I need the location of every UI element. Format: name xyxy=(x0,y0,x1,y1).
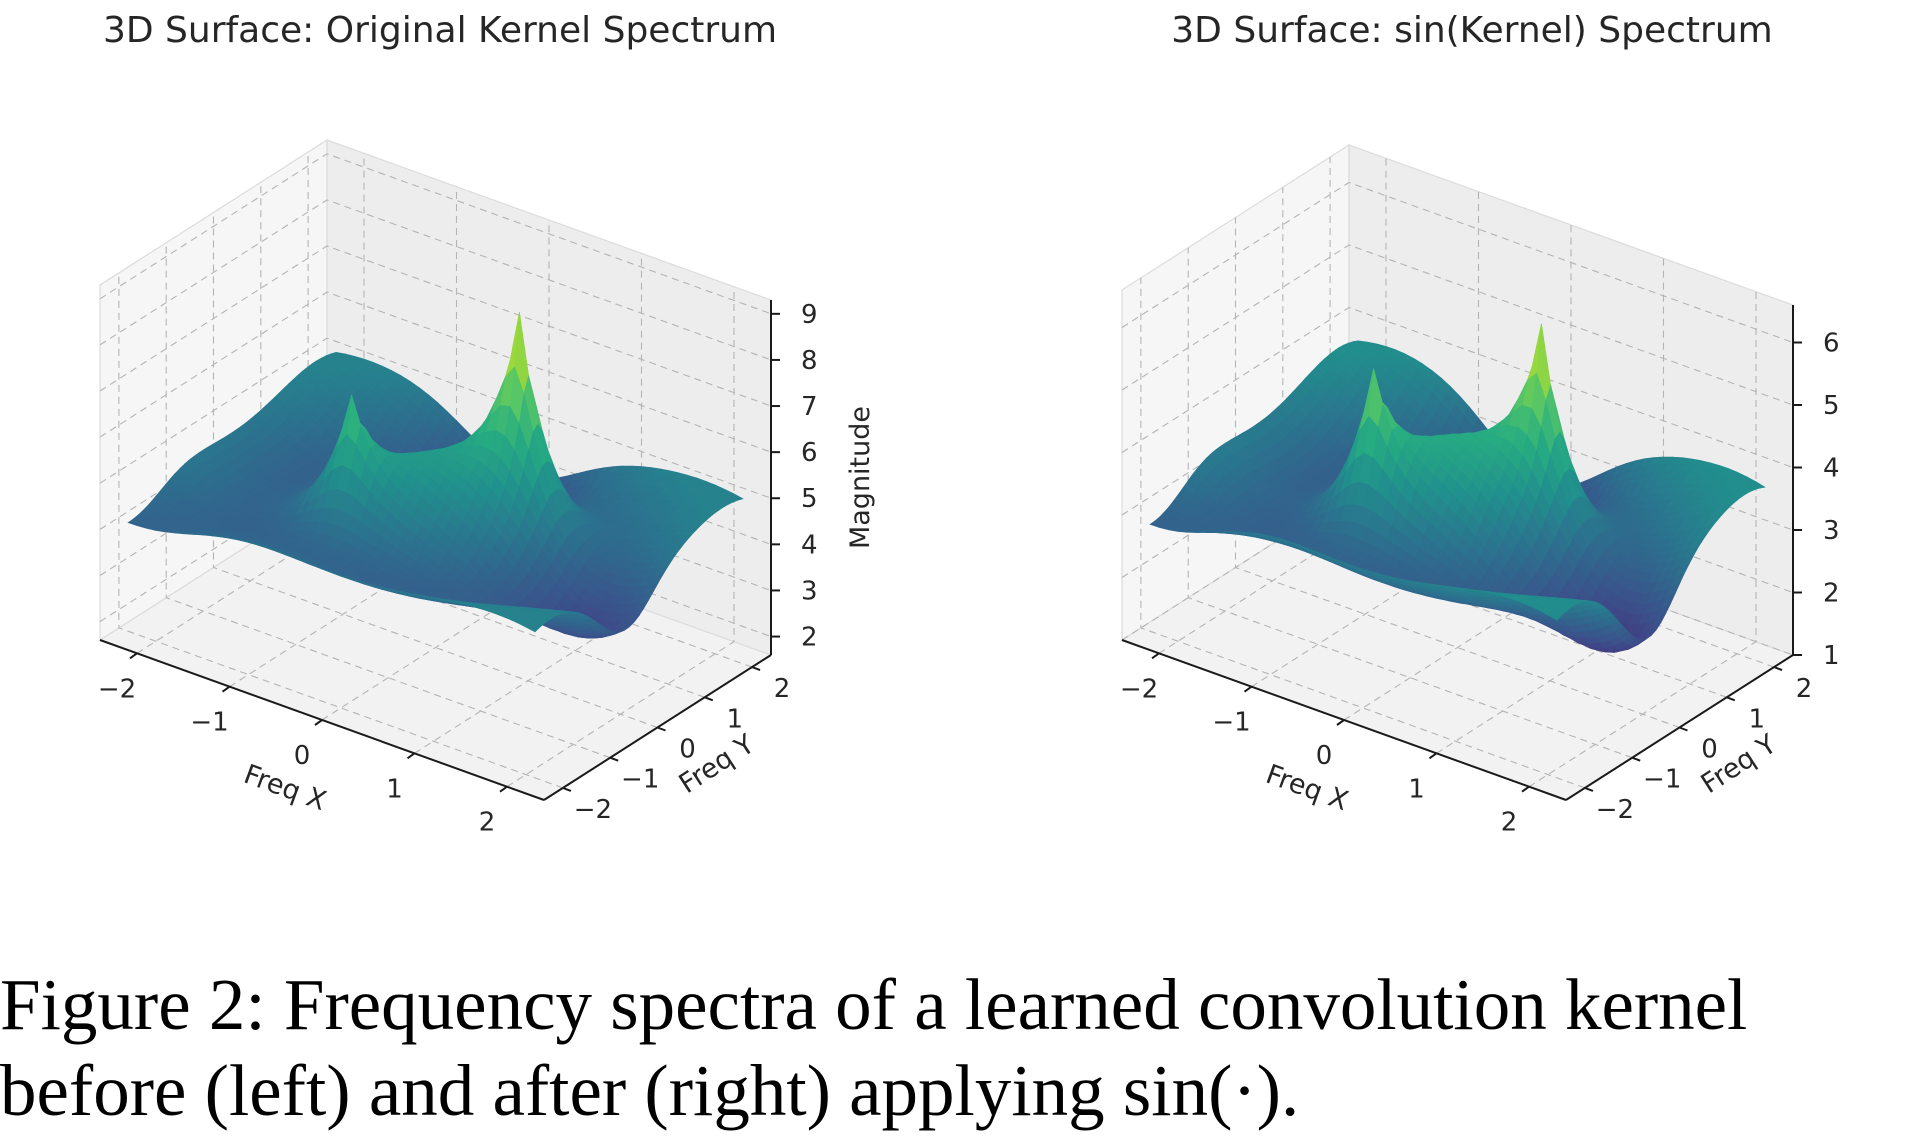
z-grid-line xyxy=(99,153,772,315)
y-tick-label: 1 xyxy=(727,704,744,734)
z-tick-label: 2 xyxy=(1823,579,1840,609)
y-tick-label: −2 xyxy=(574,795,612,825)
z-grid-line xyxy=(1121,244,1794,406)
z-tick-label: 3 xyxy=(1823,516,1840,546)
x-tick-label: 2 xyxy=(479,808,496,838)
z-tick-label: 1 xyxy=(1823,641,1840,671)
x-tick-mark xyxy=(221,685,231,693)
z-tick-label: 4 xyxy=(1823,454,1840,484)
x-axis-title: Freq X xyxy=(1262,759,1352,817)
y-tick-label: −2 xyxy=(1596,795,1634,825)
y-tick-mark xyxy=(609,756,619,762)
surface-facet xyxy=(1547,609,1563,621)
x-tick-label: 1 xyxy=(386,774,403,804)
y-tick-mark xyxy=(1679,726,1688,732)
y-grid-line xyxy=(165,242,611,759)
z-tick-label: 8 xyxy=(801,346,818,376)
x-tick-label: −1 xyxy=(1212,708,1250,738)
z-axis-title: Magnitude xyxy=(845,406,876,549)
x-tick-label: −2 xyxy=(1120,674,1158,704)
chart-original-kernel-spectrum: 3D Surface: Original Kernel Spectrum −2 −1… xyxy=(98,10,876,838)
z-tick-label: 5 xyxy=(801,484,818,514)
y-tick-mark xyxy=(1584,786,1594,792)
surface-mesh xyxy=(127,312,744,639)
x-tick-mark xyxy=(129,652,138,660)
z-tick-label: 3 xyxy=(801,576,818,606)
y-tick-mark xyxy=(704,696,714,702)
y-grid-line xyxy=(212,212,658,729)
x-axis-title: Freq X xyxy=(240,759,330,817)
y-tick-mark xyxy=(1631,756,1641,762)
y-tick-mark xyxy=(751,666,761,672)
surface-facet xyxy=(525,622,541,633)
chart-title: 3D Surface: sin(Kernel) Spectrum xyxy=(1171,10,1772,51)
x-tick-mark xyxy=(499,785,508,793)
y-tick-label: 0 xyxy=(1701,735,1718,765)
z-tick-label: 4 xyxy=(801,530,818,560)
y-tick-mark xyxy=(1773,666,1783,672)
figure-caption-line-2: before (left) and after (right) applying… xyxy=(0,1050,1300,1131)
x-tick-mark xyxy=(1243,685,1253,693)
x-tick-label: 1 xyxy=(1408,774,1425,804)
y-tick-mark xyxy=(562,786,572,792)
x-tick-mark xyxy=(1428,752,1438,760)
x-tick-label: −1 xyxy=(190,708,228,738)
z-grid-line xyxy=(1121,181,1794,344)
x-grid-line xyxy=(506,286,735,788)
z-tick-label: 9 xyxy=(801,300,818,330)
z-grid-line xyxy=(99,291,772,453)
y-tick-label: 0 xyxy=(679,735,696,765)
y-tick-label: 1 xyxy=(1749,704,1766,734)
y-tick-mark xyxy=(1726,696,1736,702)
x-tick-mark xyxy=(314,719,323,726)
z-tick-label: 6 xyxy=(801,438,818,468)
z-grid-line xyxy=(1121,306,1794,469)
y-tick-label: 2 xyxy=(1796,674,1813,704)
z-grid-line xyxy=(99,337,772,499)
z-tick-label: 5 xyxy=(1823,391,1840,421)
surface-mesh xyxy=(1149,323,1766,653)
z-grid-line xyxy=(99,199,772,361)
z-tick-label: 2 xyxy=(801,623,818,653)
x-tick-label: 2 xyxy=(1501,808,1518,838)
z-tick-label: 6 xyxy=(1823,329,1840,359)
figure-caption-line-1: Figure 2: Frequency spectra of a learned… xyxy=(0,964,1748,1045)
x-tick-mark xyxy=(1151,652,1160,660)
y-tick-label: −1 xyxy=(621,765,659,795)
z-grid-line xyxy=(99,245,772,407)
y-grid-line xyxy=(118,272,564,789)
y-tick-mark xyxy=(657,726,666,732)
x-tick-mark xyxy=(406,752,416,760)
x-tick-mark xyxy=(1521,785,1530,793)
y-tick-label: 2 xyxy=(774,674,791,704)
z-tick-label: 7 xyxy=(801,392,818,422)
y-tick-label: −1 xyxy=(1643,765,1681,795)
chart-sin-kernel-spectrum: 3D Surface: sin(Kernel) Spectrum−2−1012−… xyxy=(1120,10,1840,838)
x-tick-mark xyxy=(1336,719,1345,726)
x-tick-label: 0 xyxy=(1316,741,1333,771)
chart-title: 3D Surface: Original Kernel Spectrum xyxy=(103,10,777,51)
y-grid-line xyxy=(1140,277,1586,789)
x-tick-label: −2 xyxy=(98,674,136,704)
x-tick-label: 0 xyxy=(294,741,311,771)
